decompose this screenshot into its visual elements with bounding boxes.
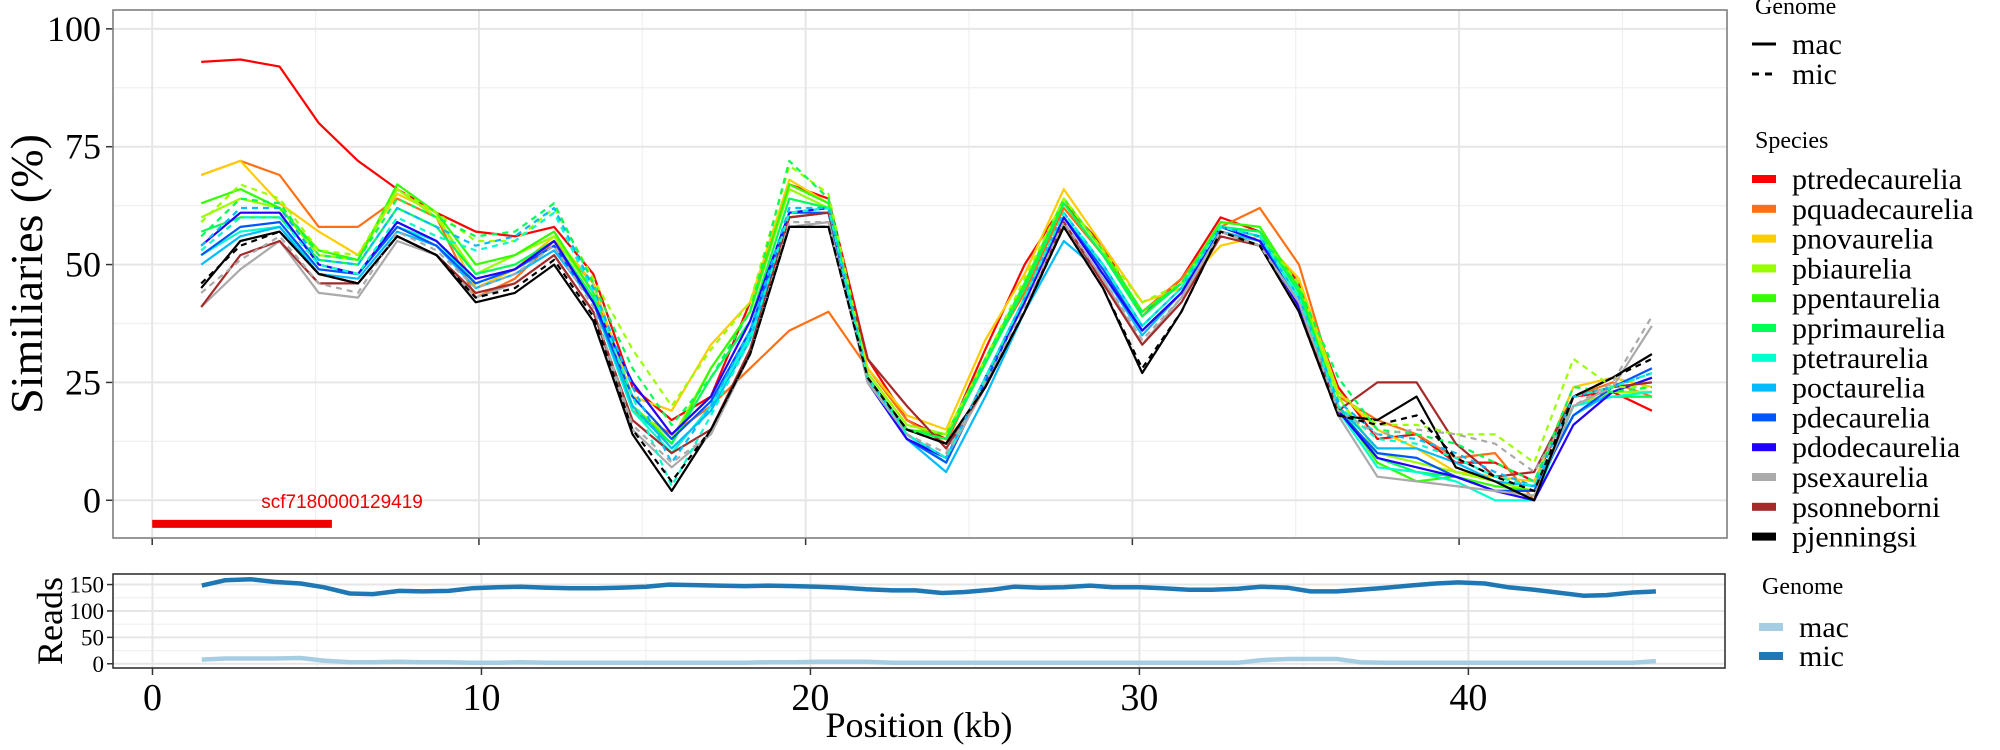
legend: GenomemacmicSpeciesptredecaureliapquadec… bbox=[1752, 0, 1974, 673]
series-line-pjenningsi-mic bbox=[200, 225, 1653, 492]
legend-label-pdecaurelia: pdecaurelia bbox=[1792, 401, 1930, 434]
legend-label-pnovaurelia: pnovaurelia bbox=[1792, 223, 1934, 256]
series-line-pbiaurelia-mic bbox=[200, 164, 1652, 464]
legend-label-pbiaurelia: pbiaurelia bbox=[1792, 252, 1912, 285]
legend-label-reads-mic: mic bbox=[1799, 640, 1844, 673]
legend-label-pprimaurelia: pprimaurelia bbox=[1792, 312, 1945, 345]
legend-key-pquadecaurelia bbox=[1752, 204, 1776, 213]
legend-label-ptetraurelia: ptetraurelia bbox=[1792, 342, 1929, 375]
x-tick-label: 30 bbox=[1120, 677, 1158, 719]
legend-key-psexaurelia bbox=[1752, 473, 1776, 481]
legend-key-ptetraurelia bbox=[1752, 353, 1776, 362]
legend-label-poctaurelia: poctaurelia bbox=[1792, 372, 1925, 405]
reads-y-axis-label: Reads bbox=[30, 577, 70, 665]
series-line-pprimaurelia-mic bbox=[200, 159, 1653, 483]
series-line-pdodecaurelia-mac bbox=[200, 206, 1653, 502]
series-line-pdecaurelia-mac bbox=[200, 211, 1653, 492]
legend-reads-genome-title: Genome bbox=[1762, 574, 1843, 600]
legend-key-ppentaurelia bbox=[1752, 294, 1776, 303]
legend-key-pjenningsi bbox=[1752, 532, 1776, 541]
reads-y-tick-label: 150 bbox=[70, 573, 105, 598]
legend-key-reads-mac bbox=[1759, 623, 1783, 631]
legend-label-pjenningsi: pjenningsi bbox=[1792, 521, 1917, 554]
legend-species-title: Species bbox=[1755, 128, 1828, 154]
x-tick-label: 0 bbox=[143, 677, 162, 719]
reads-line-mac bbox=[201, 655, 1657, 665]
reads-plot-background bbox=[113, 574, 1725, 668]
legend-label-reads-mac: mac bbox=[1799, 611, 1849, 644]
legend-label-mac: mac bbox=[1792, 28, 1842, 61]
legend-genome-title: Genome bbox=[1755, 0, 1836, 20]
series-line-poctaurelia-mic bbox=[200, 206, 1653, 488]
x-tick-label: 10 bbox=[462, 677, 500, 719]
similarity-y-tick-label: 25 bbox=[65, 362, 101, 402]
series-line-ptetraurelia-mic bbox=[200, 206, 1653, 488]
legend-label-pdodecaurelia: pdodecaurelia bbox=[1792, 431, 1960, 464]
legend-key-pnovaurelia bbox=[1752, 234, 1776, 243]
legend-key-pbiaurelia bbox=[1752, 264, 1776, 273]
legend-key-psonneborni bbox=[1752, 502, 1776, 511]
reads-line-mic bbox=[201, 577, 1657, 598]
similarity-y-tick-label: 0 bbox=[83, 480, 101, 520]
reads-panel-border bbox=[112, 573, 1726, 669]
legend-label-psexaurelia: psexaurelia bbox=[1792, 461, 1929, 494]
similarity-y-tick-label: 75 bbox=[65, 127, 101, 167]
legend-label-pquadecaurelia: pquadecaurelia bbox=[1792, 193, 1974, 226]
legend-key-poctaurelia bbox=[1752, 383, 1776, 392]
legend-key-pdodecaurelia bbox=[1752, 443, 1776, 452]
similarity-panel-border bbox=[112, 9, 1728, 539]
x-axis-label: Position (kb) bbox=[825, 705, 1012, 745]
legend-label-mic: mic bbox=[1792, 58, 1837, 91]
x-tick-label: 40 bbox=[1449, 677, 1487, 719]
similarity-y-tick-label: 100 bbox=[47, 9, 101, 49]
similarity-y-axis-label: Similiaries (%) bbox=[1, 134, 52, 414]
legend-label-ppentaurelia: ppentaurelia bbox=[1792, 282, 1940, 315]
reads-y-tick-label: 50 bbox=[81, 625, 104, 650]
legend-label-ptredecaurelia: ptredecaurelia bbox=[1792, 163, 1962, 196]
x-tick-label: 20 bbox=[791, 677, 829, 719]
legend-label-psonneborni: psonneborni bbox=[1792, 491, 1940, 524]
legend-key-pdecaurelia bbox=[1752, 413, 1776, 422]
similarity-y-tick-label: 50 bbox=[65, 245, 101, 285]
contig-label: scf7180000129419 bbox=[261, 492, 423, 513]
reads-y-tick-label: 0 bbox=[93, 652, 105, 677]
series-line-psexaurelia-mic bbox=[200, 221, 1653, 474]
reads-y-tick-label: 100 bbox=[70, 599, 105, 624]
legend-key-reads-mic bbox=[1759, 652, 1783, 660]
similarity-panel: 0 25 50 75 100 Similiaries (%) scf718000012941… bbox=[1, 9, 1728, 545]
contig-bar bbox=[152, 519, 332, 528]
legend-key-pprimaurelia bbox=[1752, 324, 1776, 332]
legend-key-ptredecaurelia bbox=[1752, 175, 1776, 183]
